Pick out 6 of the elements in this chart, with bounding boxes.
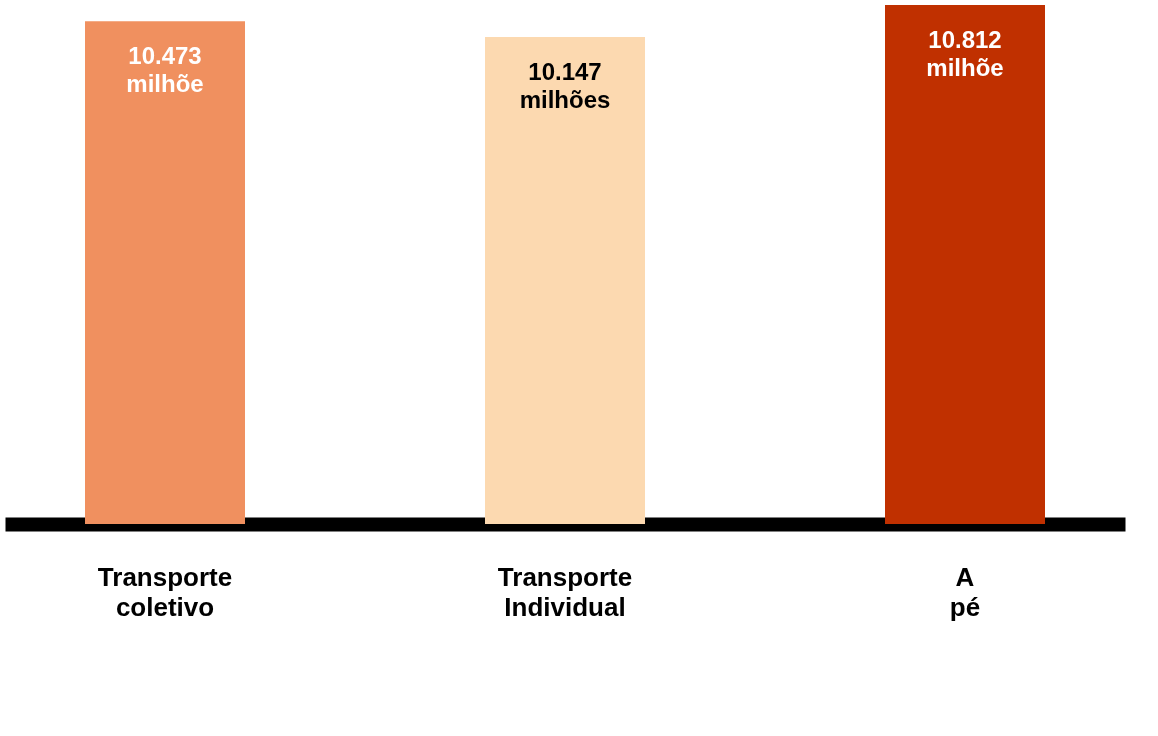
data-label: 10.812 milhõe (926, 26, 1004, 81)
x-tick-label: Transporte coletivo (97, 561, 233, 622)
x-tick-label: A pé (949, 561, 981, 622)
x-tick-label: Transporte Individual (497, 561, 633, 622)
data-label: 10.147 milhões (519, 57, 611, 113)
data-label: 10.473 milhõe (126, 42, 204, 98)
